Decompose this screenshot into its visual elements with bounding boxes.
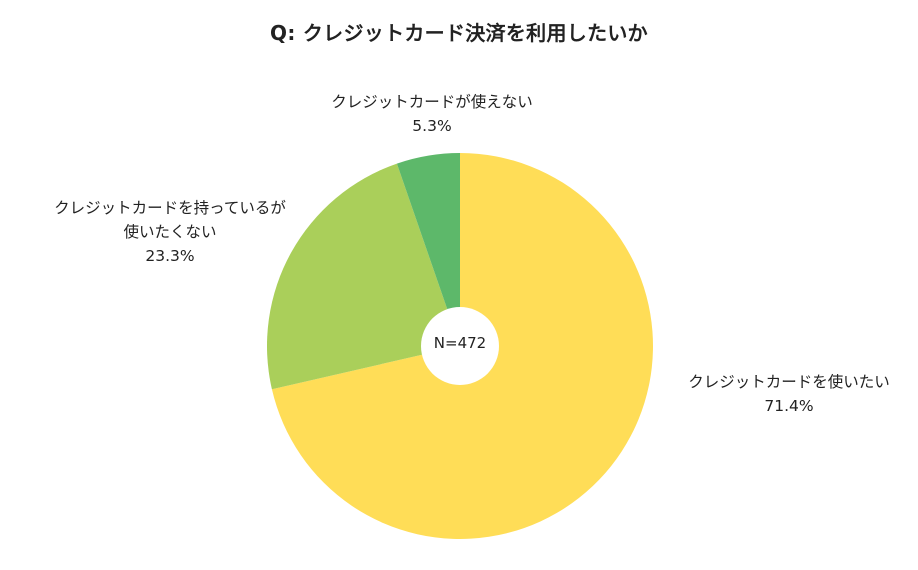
slice-label-percent: 71.4% [764,397,814,415]
slice-label-text: クレジットカードが使えない [331,93,533,111]
slice-label-percent: 23.3% [145,247,195,265]
slice-label-text-2: 使いたくない [123,223,217,241]
chart-title: Q: クレジットカード決済を利用したいか [270,21,648,45]
slice-label-have-but-dont-want: クレジットカードを持っているが 使いたくない 23.3% [20,196,320,268]
slice-label-want-to-use: クレジットカードを使いたい 71.4% [650,370,918,418]
slice-have-but-dont-want [267,163,460,390]
slice-label-text: クレジットカードを使いたい [688,373,890,391]
slice-label-text: クレジットカードを持っているが [54,199,286,217]
slice-cannot-use [396,153,460,346]
donut-hole [421,307,499,385]
slice-label-cannot-use: クレジットカードが使えない 5.3% [292,90,572,138]
sample-size-label: N=472 [433,334,487,352]
slice-label-percent: 5.3% [412,117,452,135]
